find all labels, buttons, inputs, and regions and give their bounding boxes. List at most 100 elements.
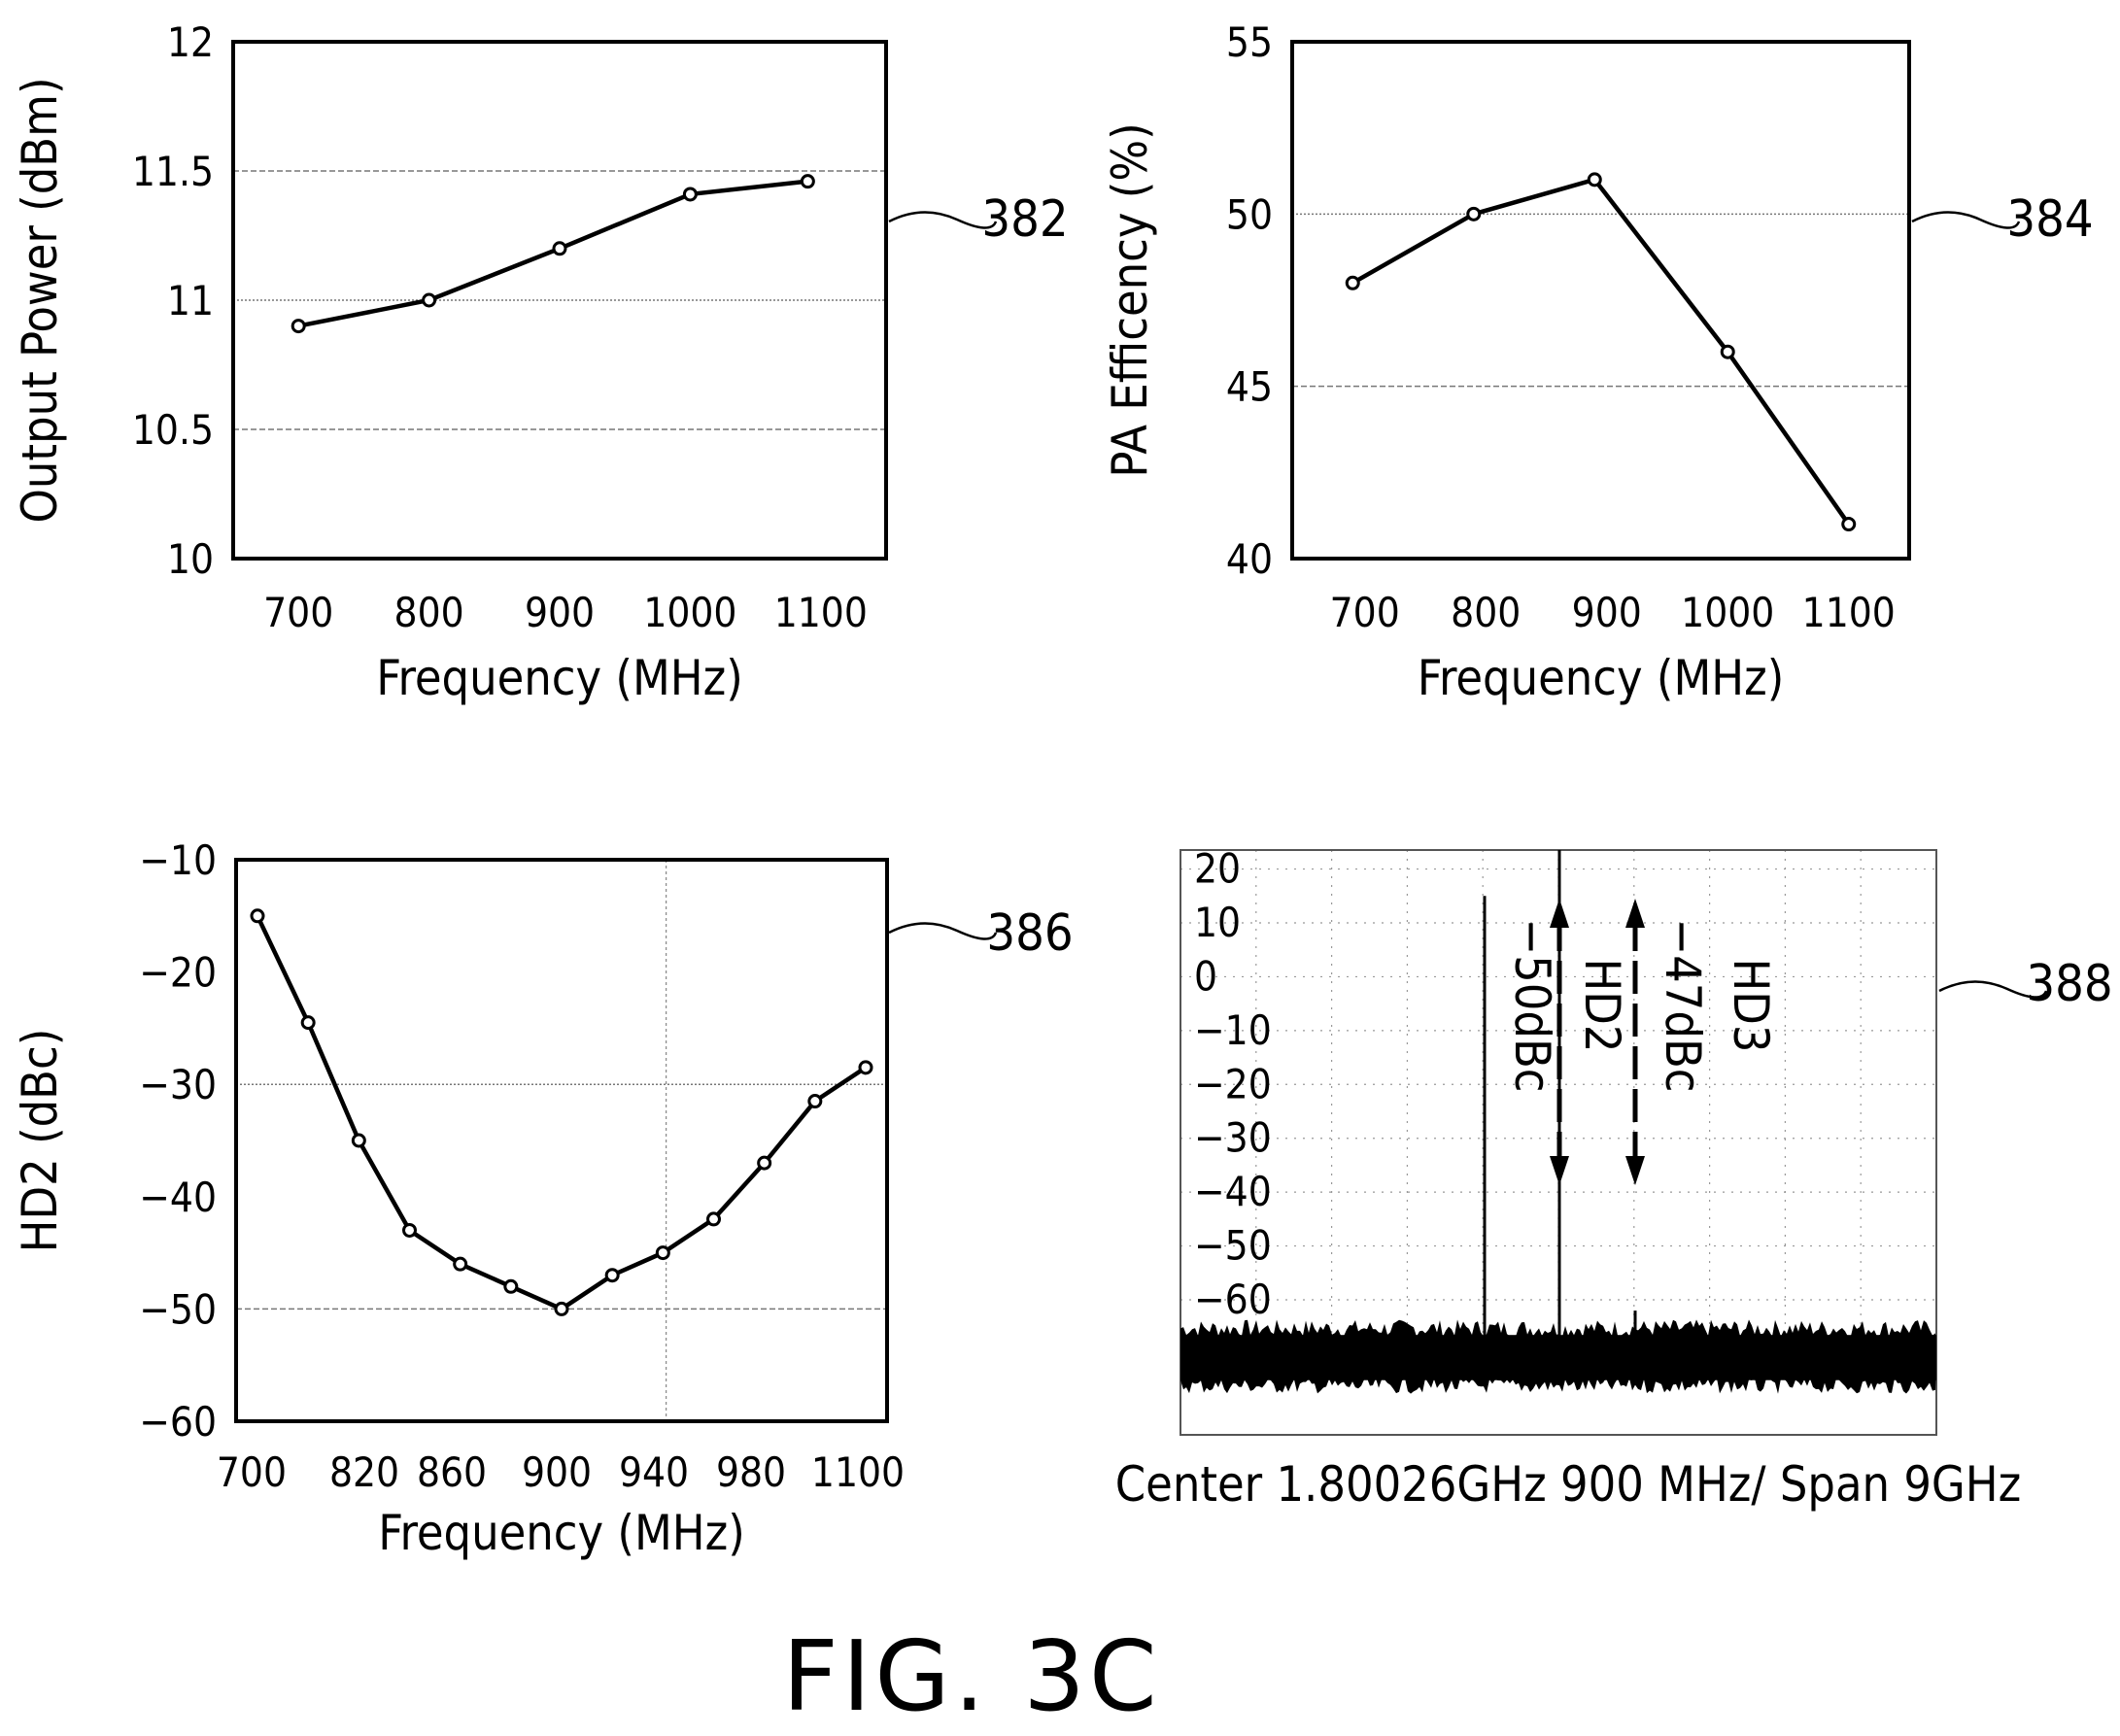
x-tick-label: 940: [619, 1448, 689, 1496]
y-tick-label: −50: [1194, 1222, 1272, 1270]
harmonic-label: HD2: [1574, 958, 1630, 1052]
data-point: [1466, 206, 1482, 221]
data-point: [552, 241, 567, 256]
reference-number: 382: [981, 190, 1068, 249]
data-point: [1841, 517, 1857, 532]
x-tick-label: 700: [263, 589, 333, 636]
data-point: [250, 908, 265, 924]
data-point: [858, 1060, 873, 1075]
y-tick-label: 20: [1194, 845, 1241, 893]
y-tick-label: 45: [1226, 363, 1273, 411]
x-tick-label: 860: [417, 1448, 487, 1496]
data-point: [422, 292, 437, 308]
y-tick-label: 12: [167, 18, 214, 66]
x-tick-label: 900: [522, 1448, 592, 1496]
data-point: [1587, 172, 1602, 187]
x-axis-title: Frequency (MHz): [1418, 650, 1785, 706]
x-tick-label: 1100: [774, 589, 868, 636]
x-tick-label: 700: [1330, 589, 1400, 636]
chart-spectrum: 20 10 0 −10 −20 −30 −40 −50 −60 HD2−50dBc HD3−47dB…: [1115, 845, 2113, 1513]
x-tick-label: 1000: [1681, 589, 1774, 636]
data-point: [453, 1256, 468, 1272]
data-point: [604, 1268, 620, 1283]
series-line: [1351, 177, 1851, 526]
data-point: [757, 1155, 772, 1171]
data-point: [807, 1094, 823, 1109]
plot-frame: [234, 858, 889, 1423]
y-tick-label: 50: [1226, 190, 1273, 238]
reference-leader: [888, 211, 998, 229]
plot-frame: [231, 40, 888, 561]
y-tick-label: 10: [167, 535, 214, 583]
x-tick-label: 820: [329, 1448, 399, 1496]
chart-output-power: 10 10.5 11 11.5 12 700 800 900 1000 1100 Frequency…: [12, 18, 1069, 706]
noise-floor-top: [1180, 1319, 1936, 1345]
data-point: [291, 319, 306, 334]
data-point: [1720, 344, 1735, 359]
x-tick-label: 1100: [811, 1448, 905, 1496]
y-tick-label: 40: [1226, 535, 1273, 583]
harmonic-annotation: −47dBc: [1655, 918, 1711, 1092]
arrow-head-up: [1550, 899, 1569, 928]
y-axis-title: Output Power (dBm): [12, 78, 68, 524]
x-axis-title: Center 1.80026GHz 900 MHz/ Span 9GHz: [1115, 1456, 2022, 1513]
noise-floor-bottom: [1180, 1372, 1936, 1394]
figure-title: FIG. 3C: [782, 1619, 1161, 1733]
y-tick-label: −60: [1194, 1276, 1272, 1323]
plot-frame: [1290, 40, 1911, 561]
x-tick-label: 800: [1451, 589, 1521, 636]
x-tick-label: 980: [716, 1448, 786, 1496]
reference-leader: [888, 922, 998, 940]
y-tick-label: −50: [139, 1285, 217, 1333]
harmonic-label: HD3: [1723, 958, 1779, 1052]
chart-pa-efficiency: 40 45 50 55 700 800 900 1000 1100 Frequency (MHz)…: [1102, 18, 2094, 706]
series-line: [255, 914, 868, 1311]
series-line: [297, 179, 808, 328]
y-tick-label: −10: [139, 836, 217, 884]
data-point: [706, 1211, 721, 1227]
y-tick-label: −30: [1194, 1114, 1272, 1162]
data-point: [402, 1222, 417, 1238]
x-tick-label: 800: [394, 589, 464, 636]
x-tick-label: 900: [1572, 589, 1642, 636]
data-point: [503, 1278, 519, 1294]
data-point: [800, 174, 815, 189]
data-point: [554, 1301, 569, 1316]
y-tick-label: 10: [1194, 899, 1241, 946]
harmonic-annotation: −50dBc: [1504, 918, 1560, 1092]
y-tick-label: −40: [139, 1174, 217, 1221]
arrow-head-up: [1625, 899, 1645, 928]
y-tick-label: 55: [1226, 18, 1273, 66]
y-tick-label: 11.5: [132, 148, 214, 195]
x-tick-label: 700: [217, 1448, 287, 1496]
reference-number: 388: [2026, 955, 2112, 1013]
reference-leader: [1938, 980, 2048, 999]
y-axis-title: HD2 (dBc): [12, 1029, 68, 1253]
x-tick-label: 900: [525, 589, 595, 636]
reference-number: 386: [986, 904, 1073, 963]
chart-hd2: −60 −50 −40 −30 −20 −10 700 820 860 900 940 980 1100…: [12, 836, 1074, 1561]
y-axis-title: PA Efficency (%): [1102, 122, 1158, 477]
data-point: [300, 1015, 316, 1031]
y-tick-label: −60: [139, 1398, 217, 1446]
reference-number: 384: [2006, 190, 2093, 249]
y-tick-label: 0: [1194, 952, 1217, 1000]
data-point: [682, 187, 698, 202]
arrow-head-down: [1625, 1156, 1645, 1185]
x-tick-label: 1000: [643, 589, 736, 636]
data-point: [1345, 275, 1360, 290]
y-tick-label: −30: [139, 1061, 217, 1108]
x-axis-title: Frequency (MHz): [378, 1505, 745, 1561]
x-tick-label: 1100: [1802, 589, 1896, 636]
data-point: [655, 1245, 670, 1261]
y-tick-label: −40: [1194, 1168, 1272, 1215]
y-tick-label: −10: [1194, 1006, 1272, 1054]
y-tick-label: 10.5: [132, 406, 214, 454]
arrow-head-down: [1550, 1156, 1569, 1185]
y-tick-label: 11: [167, 277, 214, 324]
y-tick-label: −20: [1194, 1060, 1272, 1107]
reference-leader: [1911, 211, 2021, 229]
x-axis-title: Frequency (MHz): [376, 650, 743, 706]
y-tick-label: −20: [139, 949, 217, 997]
